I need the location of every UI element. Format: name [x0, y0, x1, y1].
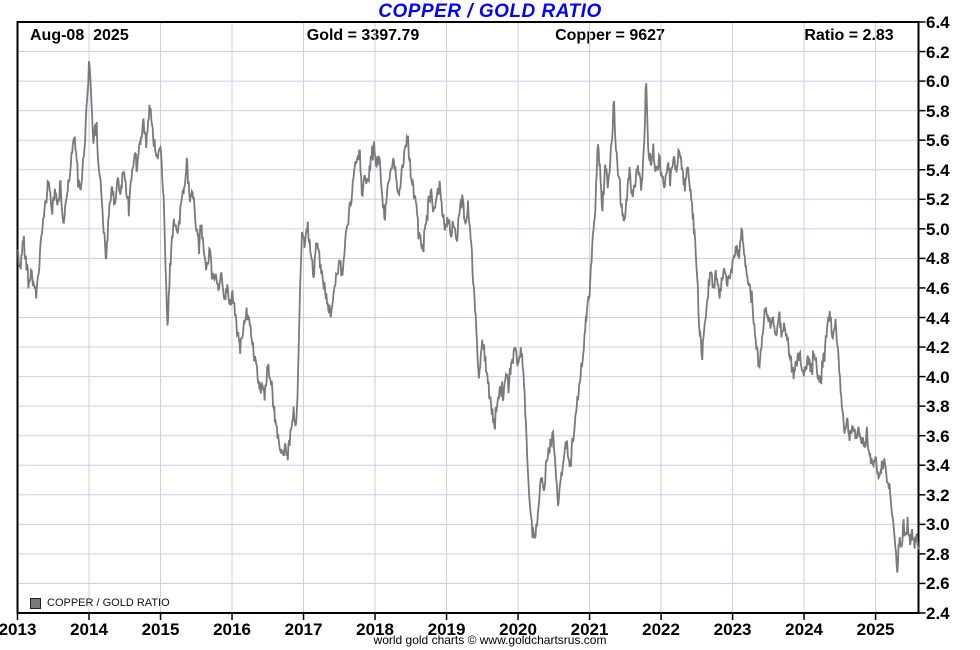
x-tick-label: 2014 [70, 620, 108, 639]
x-tick-label: 2017 [284, 620, 323, 639]
y-tick-label: 4.0 [926, 367, 950, 387]
y-tick-label: 3.6 [926, 426, 950, 446]
y-tick-label: 3.4 [926, 456, 950, 476]
x-tick-label: 2018 [356, 620, 394, 639]
x-tick-label: 2022 [642, 620, 680, 639]
x-tick-label: 2015 [141, 620, 180, 639]
y-tick-label: 5.0 [926, 219, 950, 239]
y-tick-label: 2.4 [926, 604, 950, 623]
x-tick-label: 2013 [0, 620, 37, 639]
y-tick-label: 6.4 [926, 13, 950, 32]
header-ratio-value: Ratio = 2.83 [804, 27, 894, 44]
legend-label: COPPER / GOLD RATIO [47, 597, 170, 609]
x-tick-label: 2019 [427, 620, 466, 639]
y-tick-label: 6.2 [926, 42, 950, 62]
y-tick-label: 3.8 [926, 397, 950, 417]
footer-credit: world gold charts © www.goldchartsrus.co… [373, 633, 607, 647]
x-tick-label: 2021 [570, 620, 609, 639]
y-tick-label: 4.8 [926, 249, 950, 269]
x-tick-label: 2020 [499, 620, 537, 639]
y-tick-label: 5.8 [926, 101, 950, 121]
axis-ticks [16, 21, 926, 620]
x-tick-label: 2016 [213, 620, 251, 639]
x-tick-label: 2025 [856, 620, 895, 639]
y-tick-label: 5.4 [926, 160, 950, 180]
y-tick-label: 2.8 [926, 544, 950, 564]
ratio-line-series [16, 61, 920, 573]
y-tick-label: 4.2 [926, 338, 950, 358]
y-tick-label: 3.2 [926, 485, 950, 505]
header-gold-value: Gold = 3397.79 [306, 27, 420, 44]
y-tick-label: 4.4 [926, 308, 950, 328]
y-tick-label: 3.0 [926, 515, 950, 535]
x-tick-label: 2024 [785, 620, 823, 639]
x-tick-label: 2023 [713, 620, 752, 639]
plot-border [16, 21, 920, 614]
y-tick-label: 5.2 [926, 190, 950, 210]
y-tick-label: 5.6 [926, 131, 950, 151]
grid-lines [17, 22, 919, 613]
legend: COPPER / GOLD RATIO [30, 596, 170, 610]
header-copper-value: Copper = 9627 [555, 27, 665, 44]
y-tick-label: 4.6 [926, 278, 950, 298]
y-tick-label: 2.6 [926, 574, 950, 594]
page-title: COPPER / GOLD RATIO [378, 1, 602, 22]
y-tick-label: 6.0 [926, 72, 950, 92]
header-date-label: Aug-08 2025 [30, 27, 129, 44]
legend-swatch-icon [30, 597, 41, 609]
